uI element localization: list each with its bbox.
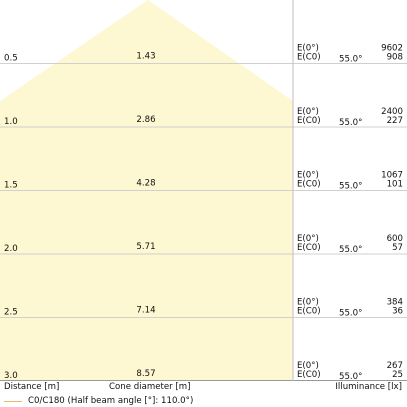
x-axis-label: Distance [m]: [4, 382, 60, 392]
ec0-label: E(C0): [297, 370, 321, 380]
e0-label: E(0°): [297, 44, 319, 54]
distance-grid-lines: [0, 63, 407, 381]
ec0-label: E(C0): [297, 116, 321, 126]
legend-entry-label: C0/C180 (Half beam angle [°]: 110.0°): [28, 396, 194, 406]
illuminance-ec0-value: 227: [387, 116, 403, 126]
cone-diameter-axis-label: Cone diameter [m]: [109, 382, 191, 392]
ec0-label: E(C0): [297, 243, 321, 253]
illuminance-e0-value: 600: [387, 234, 403, 244]
illuminance-e0-value: 1067: [381, 171, 403, 181]
illuminance-e0-value: 9602: [381, 44, 403, 54]
distance-label: 3.0: [4, 371, 18, 381]
cone-diameter-label: 2.86: [136, 115, 155, 125]
cone-diameter-label: 5.71: [136, 242, 155, 252]
cone-diameter-label: 7.14: [136, 306, 155, 316]
illuminance-ec0-value: 57: [392, 243, 403, 253]
half-angle-label: 55.0°: [339, 245, 362, 255]
half-angle-label: 55.0°: [339, 372, 362, 381]
e0-label: E(0°): [297, 171, 319, 181]
e0-label: E(0°): [297, 298, 319, 308]
half-angle-label: 55.0°: [339, 182, 362, 192]
ec0-label: E(C0): [297, 53, 321, 63]
half-angle-label: 55.0°: [339, 55, 362, 65]
illuminance-ec0-value: 25: [392, 370, 403, 380]
distance-label: 1.0: [4, 117, 18, 127]
chart-legend: C0/C180 (Half beam angle [°]: 110.0°): [4, 396, 193, 406]
illuminance-e0-value: 2400: [381, 107, 403, 117]
cone-diameter-label: 1.43: [136, 52, 155, 62]
illuminance-e0-value: 267: [387, 361, 403, 371]
illuminance-ec0-value: 36: [392, 307, 403, 317]
cone-diameter-label: 8.57: [136, 369, 155, 379]
half-angle-label: 55.0°: [339, 118, 362, 128]
distance-label: 1.5: [4, 181, 18, 191]
e0-label: E(0°): [297, 361, 319, 371]
distance-label: 2.5: [4, 308, 18, 318]
illuminance-e0-value: 384: [387, 298, 403, 308]
legend-swatch: [4, 400, 22, 402]
illuminance-ec0-value: 908: [387, 53, 403, 63]
ec0-label: E(C0): [297, 307, 321, 317]
distance-label: 0.5: [4, 54, 18, 64]
distance-label: 2.0: [4, 244, 18, 254]
ec0-label: E(C0): [297, 180, 321, 190]
illuminance-ec0-value: 101: [387, 180, 403, 190]
e0-label: E(0°): [297, 107, 319, 117]
cone-diameter-label: 4.28: [136, 179, 155, 189]
half-angle-label: 55.0°: [339, 309, 362, 319]
e0-label: E(0°): [297, 234, 319, 244]
illuminance-axis-label: Illuminance [lx]: [335, 382, 402, 392]
